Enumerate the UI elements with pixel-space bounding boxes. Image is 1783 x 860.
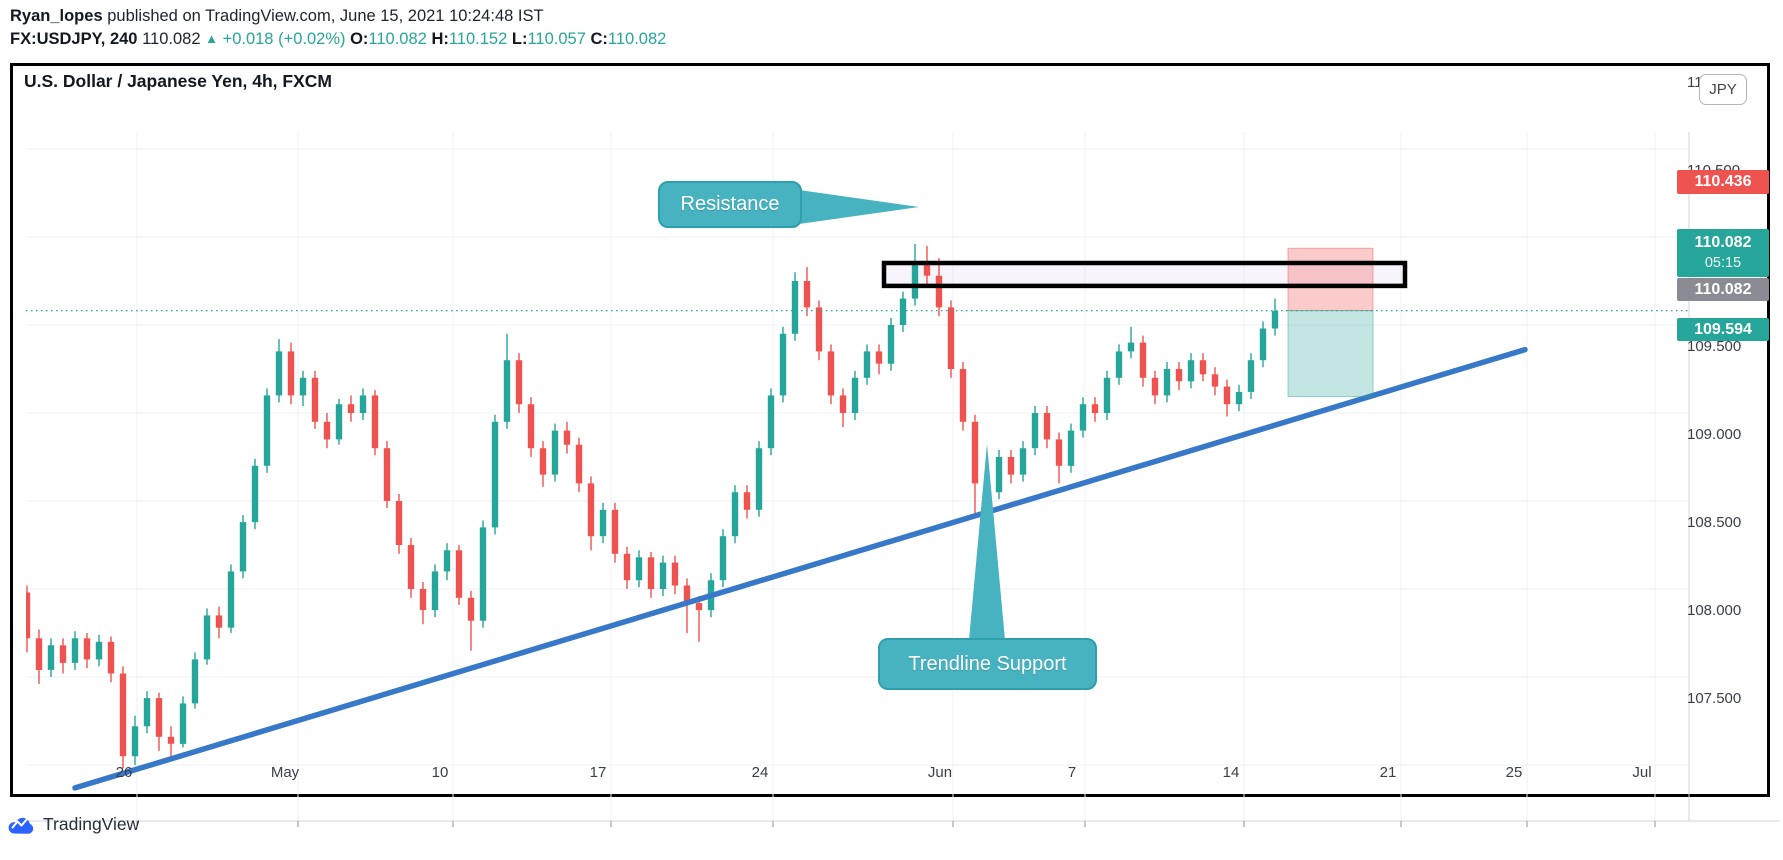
time-axis-label: 17 <box>589 764 607 781</box>
time-axis-label: 24 <box>751 764 769 781</box>
resistance-arrow-icon <box>799 190 919 224</box>
time-axis-label: 26 <box>115 764 133 781</box>
high-value: 110.152 <box>448 30 508 48</box>
close-value: 110.082 <box>607 30 667 48</box>
trendline-support-label: Trendline Support <box>908 652 1067 675</box>
resistance-callout-label: Resistance <box>680 193 780 215</box>
time-axis-label: May <box>270 764 300 781</box>
resistance-callout[interactable]: Resistance <box>658 181 802 228</box>
last-price: 110.082 <box>142 30 201 48</box>
time-axis-label: Jun <box>927 764 953 781</box>
price-badge: 110.082 05:15 <box>1677 229 1769 277</box>
triangle-up-icon: ▲ <box>205 31 218 46</box>
price-tick-label: 107.500 <box>1687 690 1742 707</box>
price-tick-label: 108.500 <box>1687 514 1742 531</box>
price-tick-label: 108.000 <box>1687 602 1742 619</box>
price-change: +0.018 (+0.02%) <box>222 30 346 48</box>
tradingview-branding[interactable]: TradingView <box>8 814 139 835</box>
close-label: C: <box>590 30 608 48</box>
symbol-name: FX:USDJPY, 240 <box>10 30 138 48</box>
tradingview-logo-icon <box>8 817 34 834</box>
tradingview-logo-text: TradingView <box>43 814 140 834</box>
low-label: L: <box>511 30 528 48</box>
chart-title: U.S. Dollar / Japanese Yen, 4h, FXCM <box>24 71 332 91</box>
low-value: 110.057 <box>527 30 586 48</box>
publish-text: published on TradingView.com, June 15, 2… <box>107 7 544 25</box>
trendline-arrow-icon <box>969 444 1005 640</box>
high-label: H: <box>431 30 449 48</box>
publish-info: Ryan_lopes published on TradingView.com,… <box>10 7 544 26</box>
time-axis-label: 7 <box>1067 764 1077 781</box>
time-axis-label: 14 <box>1222 764 1240 781</box>
price-badge: 110.082 <box>1677 278 1769 301</box>
symbol-info-bar: FX:USDJPY, 240 110.082 ▲ +0.018 (+0.02%)… <box>10 30 666 49</box>
price-tick-label: 109.500 <box>1687 338 1742 355</box>
open-label: O: <box>350 30 369 48</box>
trendline-support-callout[interactable]: Trendline Support <box>878 638 1097 690</box>
price-badge: 110.436 <box>1677 170 1769 194</box>
author-name: Ryan_lopes <box>10 7 103 25</box>
time-axis-label: Jul <box>1632 764 1652 781</box>
price-tick-label: 109.000 <box>1687 426 1742 443</box>
currency-badge[interactable]: JPY <box>1699 74 1747 105</box>
time-axis-label: 21 <box>1379 764 1397 781</box>
candlestick-chart[interactable] <box>26 132 1780 860</box>
time-axis-label: 10 <box>431 764 449 781</box>
time-axis-label: 25 <box>1505 764 1523 781</box>
open-value: 110.082 <box>368 30 427 48</box>
price-badge: 109.594 <box>1677 318 1769 341</box>
